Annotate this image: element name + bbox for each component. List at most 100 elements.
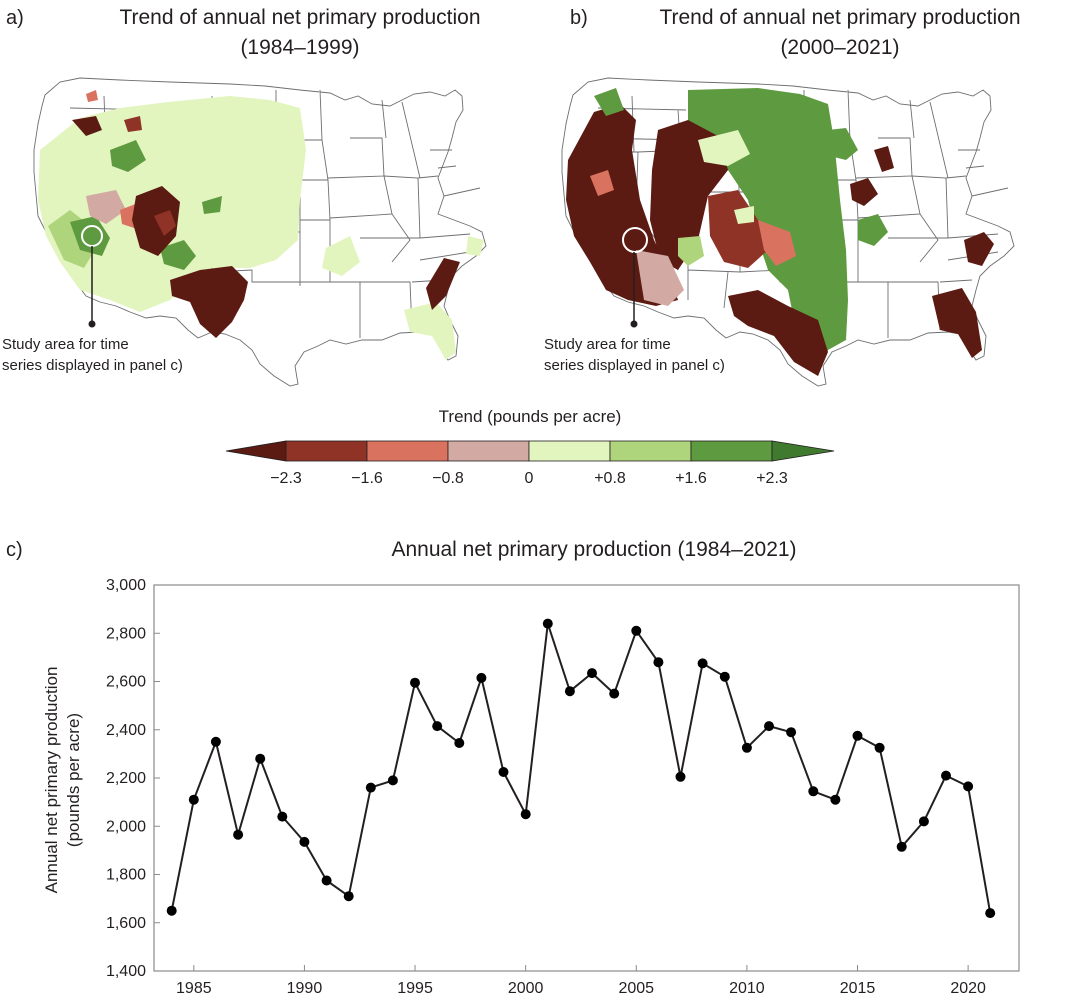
trend-region	[728, 290, 828, 376]
data-point	[808, 786, 819, 797]
panel-c-letter: c)	[6, 539, 23, 561]
trend-region	[594, 88, 624, 116]
data-point	[343, 891, 354, 902]
data-point	[587, 668, 597, 679]
x-tick-label: 1985	[176, 980, 212, 997]
y-tick-label: 2,400	[106, 722, 146, 739]
data-point	[210, 736, 221, 747]
legend-swatch	[609, 440, 692, 462]
panel-a-callout-line2: series displayed in panel c)	[2, 357, 183, 374]
trend-region	[426, 258, 460, 310]
x-tick-label: 2005	[618, 980, 654, 997]
data-point	[233, 829, 244, 840]
series-line	[170, 622, 992, 914]
y-tick-label: 2,000	[106, 818, 146, 835]
trend-region	[590, 170, 614, 196]
trend-region	[850, 178, 878, 206]
y-tick-label: 1,800	[106, 867, 146, 884]
callout-anchor-dot	[630, 320, 638, 328]
data-point	[830, 794, 841, 805]
x-tick-label: 2010	[729, 980, 765, 997]
panel-b-period: (2000–2021)	[780, 36, 899, 59]
data-point	[896, 841, 907, 852]
data-point	[299, 836, 310, 847]
data-point	[188, 794, 199, 805]
trend-legend: Trend (pounds per acre) −2.3 −1.6 −0.8 0 +0.…	[225, 407, 835, 487]
data-point	[498, 767, 509, 777]
trend-region	[160, 240, 196, 270]
x-tick-label: 1995	[397, 980, 433, 997]
panel-b: b) Trend of annual net primary productio…	[544, 6, 1021, 387]
trend-region	[132, 186, 180, 256]
panel-a-letter: a)	[6, 7, 24, 29]
x-tick-label: 1990	[287, 980, 323, 997]
legend-tick-label: +2.3	[756, 470, 788, 487]
data-point	[918, 816, 929, 827]
legend-title: Trend (pounds per acre)	[439, 407, 622, 426]
panel-c: c) Annual net primary production (1984–2…	[6, 538, 1020, 997]
legend-swatch	[366, 440, 449, 462]
legend-tick-label: −1.6	[351, 470, 383, 487]
data-point	[166, 905, 177, 916]
y-tick-label: 2,200	[106, 770, 146, 787]
legend-swatch	[285, 440, 368, 462]
series-annual-npp	[166, 618, 996, 919]
data-point	[852, 730, 863, 741]
data-point	[410, 677, 420, 688]
data-point	[675, 771, 686, 782]
y-axis-label-units: (pounds per acre)	[64, 713, 83, 847]
x-tick-label: 2000	[508, 980, 544, 997]
data-point	[387, 775, 398, 786]
legend-swatch	[447, 440, 530, 462]
trend-region	[170, 266, 248, 338]
trend-region	[828, 128, 858, 160]
data-point	[432, 721, 443, 732]
trend-region	[322, 236, 360, 276]
data-point	[476, 672, 487, 683]
trend-region	[202, 196, 222, 214]
trend-region	[758, 220, 796, 266]
data-point	[941, 770, 951, 781]
legend-tick-labels: −2.3 −1.6 −0.8 0 +0.8 +1.6 +2.3	[270, 470, 788, 487]
data-point	[454, 738, 465, 748]
data-point	[277, 811, 288, 822]
panel-a: a) Trend of annual net primary productio…	[2, 6, 487, 387]
y-tick-label: 1,600	[106, 915, 146, 932]
data-point	[697, 658, 708, 669]
data-point	[741, 742, 752, 753]
data-point	[764, 721, 774, 732]
data-point	[874, 742, 885, 753]
data-point	[653, 657, 664, 668]
trend-region	[932, 288, 982, 358]
trend-region	[874, 146, 894, 172]
panel-a-title: Trend of annual net primary production	[119, 6, 480, 29]
legend-tick-label: −0.8	[432, 470, 464, 487]
data-point	[520, 809, 531, 820]
data-point	[564, 686, 575, 697]
plot-frame	[153, 584, 1020, 972]
legend-arrow-high	[771, 440, 835, 462]
y-axis: 1,400 1,600 1,800 2,000 2,200 2,400 2,600 2,800…	[106, 577, 160, 980]
data-point	[321, 875, 332, 886]
map-a	[33, 77, 487, 387]
data-point	[963, 781, 974, 792]
trend-region	[86, 90, 98, 102]
data-point	[719, 671, 730, 682]
data-point	[542, 618, 553, 629]
legend-tick-label: −2.3	[270, 470, 302, 487]
legend-tick-label: +1.6	[675, 470, 707, 487]
y-tick-label: 1,400	[106, 963, 146, 980]
trend-region	[72, 116, 102, 136]
legend-colorbar	[225, 440, 835, 462]
data-point	[609, 688, 620, 699]
trend-region	[70, 216, 110, 256]
trend-region	[734, 206, 754, 224]
trend-region	[154, 210, 176, 236]
chart-title: Annual net primary production (1984–2021…	[391, 538, 796, 561]
trend-region	[110, 140, 146, 172]
panel-a-period: (1984–1999)	[240, 36, 359, 59]
y-axis-label: Annual net primary production	[42, 667, 61, 894]
trend-region	[698, 130, 750, 166]
trend-region	[124, 116, 142, 132]
